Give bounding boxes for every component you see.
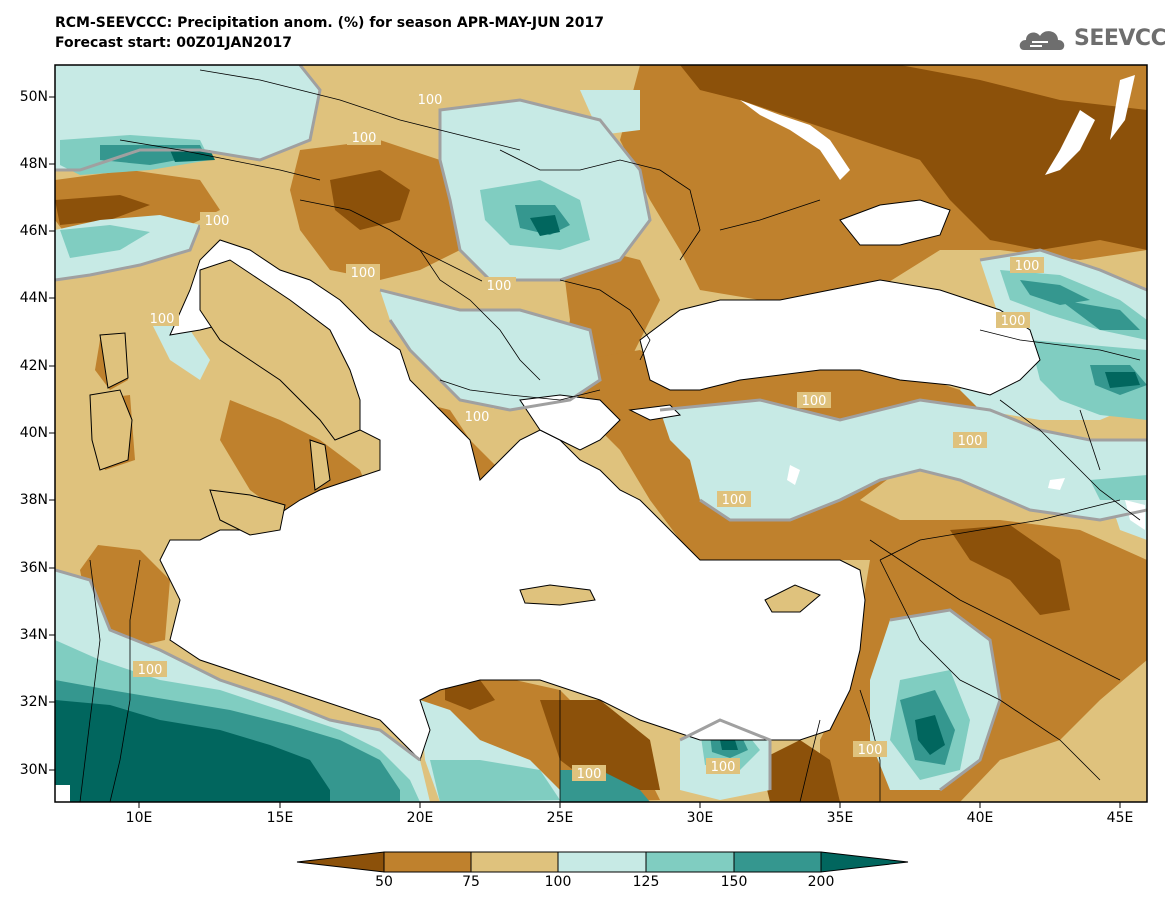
contour-label: 100 xyxy=(133,661,167,678)
water-bodies xyxy=(55,75,1145,802)
contour-label-text: 100 xyxy=(351,266,376,281)
lat-label: 50N xyxy=(19,89,48,105)
contour-label: 100 xyxy=(1010,257,1044,274)
contour-label: 100 xyxy=(346,264,380,281)
contour-label: 100 xyxy=(460,408,494,425)
colorbar-cell xyxy=(557,851,647,873)
lat-label: 32N xyxy=(19,694,48,710)
contour-label: 100 xyxy=(853,741,887,758)
contour-label-text: 100 xyxy=(150,312,175,327)
lon-label: 25E xyxy=(546,810,574,826)
lon-label: 35E xyxy=(826,810,854,826)
map-subtitle: Forecast start: 00Z01JAN2017 xyxy=(55,35,293,51)
contour-label: 100 xyxy=(717,491,751,508)
colorbar-cell xyxy=(645,851,735,873)
lon-label: 30E xyxy=(686,810,714,826)
contour-label: 100 xyxy=(347,129,381,146)
contour-label: 100 xyxy=(200,212,234,229)
colorbar-cell xyxy=(383,851,472,873)
contour-label-text: 100 xyxy=(722,493,747,508)
map-title: RCM-SEEVCCC: Precipitation anom. (%) for… xyxy=(55,15,605,31)
colorbar-label: 100 xyxy=(544,874,572,890)
colorbar-cell xyxy=(296,851,385,873)
contour-label: 100 xyxy=(413,91,447,108)
country-borders xyxy=(79,69,1141,802)
cloud-icon xyxy=(1019,31,1065,50)
contour-label: 100 xyxy=(797,392,831,409)
contour-label-text: 100 xyxy=(352,131,377,146)
islands xyxy=(89,259,821,613)
colorbar-label: 150 xyxy=(720,874,748,890)
contour-label-text: 100 xyxy=(1015,259,1040,274)
contour-label-text: 100 xyxy=(577,767,602,782)
lat-label: 36N xyxy=(19,560,48,576)
colorbar-cell xyxy=(470,851,559,873)
colorbar-label: 200 xyxy=(807,874,835,890)
lat-label: 30N xyxy=(19,762,48,778)
contour-labels: 100 100 100 100 100 100 100 100 100 100 … xyxy=(133,91,1044,782)
lat-label: 42N xyxy=(19,358,48,374)
map-area: 100 100 100 100 100 100 100 100 100 100 … xyxy=(55,65,1147,802)
lat-label: 46N xyxy=(19,223,48,239)
contour-label-text: 100 xyxy=(958,434,983,449)
lat-label: 48N xyxy=(19,156,48,172)
contour-label: 100 xyxy=(953,432,987,449)
colorbar xyxy=(296,851,909,873)
contour-label-text: 100 xyxy=(711,760,736,775)
lat-label: 40N xyxy=(19,425,48,441)
lon-label: 10E xyxy=(125,810,153,826)
contour-label: 100 xyxy=(572,765,606,782)
lat-label: 38N xyxy=(19,492,48,508)
contour-label-text: 100 xyxy=(418,93,443,108)
contour-label-text: 100 xyxy=(205,214,230,229)
lon-label: 45E xyxy=(1106,810,1134,826)
contour-label-text: 100 xyxy=(487,279,512,294)
anomaly-above-200 xyxy=(55,150,1140,802)
contour-label: 100 xyxy=(996,312,1030,329)
contour-label-text: 100 xyxy=(802,394,827,409)
contour-label: 100 xyxy=(145,310,179,327)
colorbar-label: 75 xyxy=(462,874,480,890)
lon-label: 20E xyxy=(406,810,434,826)
logo-text: SEEVCCC xyxy=(1074,26,1165,51)
lat-label: 34N xyxy=(19,627,48,643)
lat-label: 44N xyxy=(19,290,48,306)
contour-label-text: 100 xyxy=(858,743,883,758)
lon-label: 40E xyxy=(966,810,994,826)
lon-label: 15E xyxy=(266,810,294,826)
contour-label: 100 xyxy=(706,758,740,775)
contour-label: 100 xyxy=(482,277,516,294)
colorbar-label: 50 xyxy=(375,874,393,890)
colorbar-cell xyxy=(733,851,822,873)
contour-label-text: 100 xyxy=(1001,314,1026,329)
contour-100 xyxy=(55,65,1147,792)
contour-label-text: 100 xyxy=(465,410,490,425)
axis-ticks xyxy=(49,96,1121,808)
colorbar-label: 125 xyxy=(632,874,660,890)
colorbar-cell xyxy=(820,851,909,873)
contour-label-text: 100 xyxy=(138,663,163,678)
anomaly-below-50 xyxy=(55,65,1147,802)
